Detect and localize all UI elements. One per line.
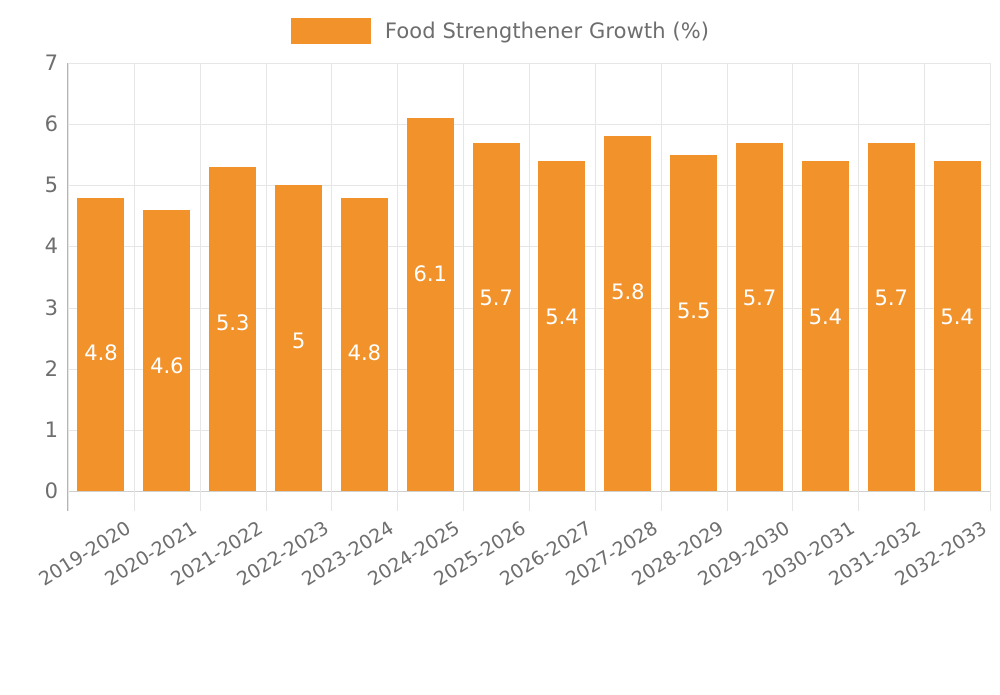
y-axis-tick-label: 2: [44, 356, 58, 381]
bar[interactable]: 5.7: [472, 142, 520, 491]
gridline-vertical: [463, 63, 464, 511]
gridline-vertical: [68, 63, 69, 511]
bar[interactable]: 4.8: [77, 197, 125, 491]
x-axis-tick-labels: 2019-2020 2020-2021 2021-2022 2022-2023 2023…: [35, 511, 991, 600]
bar[interactable]: 4.6: [143, 209, 191, 491]
chart-legend: Food Strengthener Growth (%): [0, 12, 1000, 50]
bar-value-label: 4.8: [84, 341, 118, 366]
gridline-vertical: [990, 63, 991, 511]
gridline-vertical: [397, 63, 398, 511]
bar-value-label: 4.8: [347, 341, 382, 366]
gridline-vertical: [529, 63, 530, 511]
gridline-vertical: [331, 63, 332, 511]
gridline-vertical: [595, 63, 596, 511]
bar-value-label: 5.7: [874, 286, 908, 311]
bar-chart: Food Strengthener Growth (%) 0 1 2 3 4 5 6 7 4.8…: [0, 12, 1000, 600]
y-axis-tick-label: 7: [44, 51, 58, 75]
y-axis-tick-label: 3: [44, 295, 58, 320]
y-axis-tick-label: 5: [44, 173, 58, 198]
y-axis-tick-label: 1: [44, 417, 58, 442]
legend-swatch-food-strengthener: [290, 18, 371, 44]
bar[interactable]: 5.4: [801, 160, 849, 491]
gridline-vertical: [727, 63, 728, 511]
bar[interactable]: 6.1: [406, 118, 454, 491]
bar-value-label: 5.3: [215, 310, 250, 335]
bar[interactable]: 5: [275, 185, 322, 491]
legend-label-food-strengthener: Food Strengthener Growth (%): [384, 19, 710, 43]
bar-value-label: 5.4: [545, 304, 579, 329]
bar-value-label: 5.7: [742, 286, 777, 311]
gridline-vertical: [200, 63, 201, 511]
bar[interactable]: 5.4: [538, 160, 586, 491]
gridline-vertical: [661, 63, 662, 511]
bar-value-label: 4.6: [150, 353, 184, 378]
bar-value-label: 5.8: [611, 280, 645, 305]
gridline-vertical: [924, 63, 925, 511]
gridline-vertical: [792, 63, 793, 511]
bar[interactable]: 5.4: [933, 160, 981, 491]
bar-value-label: 5: [291, 329, 306, 354]
plot-area: 0 1 2 3 4 5 6 7 4.8 4.6 5.3 5 4.8 6.1 5.7 5.4 5.8 5.5 5.7 5…: [45, 51, 991, 511]
bar[interactable]: 5.3: [209, 166, 257, 491]
bar[interactable]: 4.8: [340, 197, 388, 491]
gridline-vertical: [134, 63, 135, 511]
bar-value-label: 6.1: [413, 261, 447, 286]
y-axis-line: [67, 63, 68, 511]
bar[interactable]: 5.7: [867, 142, 915, 491]
bar[interactable]: 5.5: [670, 154, 718, 491]
gridline-vertical: [266, 63, 267, 511]
bar-value-label: 5.5: [676, 298, 711, 323]
y-axis-tick-label: 0: [44, 479, 58, 503]
bar[interactable]: 5.8: [604, 136, 652, 491]
bar-value-label: 5.7: [479, 286, 513, 311]
y-axis-tick-label: 6: [44, 112, 58, 137]
bar-value-label: 5.4: [940, 304, 974, 329]
bar-value-label: 5.4: [808, 304, 843, 329]
y-axis-tick-label: 4: [44, 234, 58, 259]
gridline-vertical: [858, 63, 859, 511]
bar[interactable]: 5.7: [736, 142, 783, 491]
